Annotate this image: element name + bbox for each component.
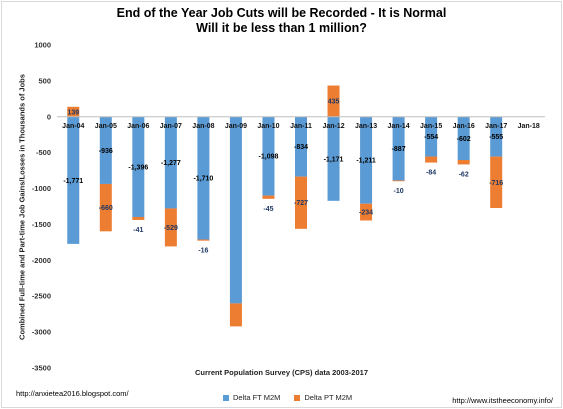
data-label-ft: -1,211 xyxy=(356,158,376,165)
legend-item-pt: Delta PT M2M xyxy=(294,393,352,402)
data-label-ft: -1,771 xyxy=(63,178,83,185)
data-label-pt: -62 xyxy=(459,171,469,178)
bar-ft xyxy=(392,116,405,181)
bar-ft xyxy=(490,116,503,157)
legend-swatch-pt xyxy=(294,394,301,401)
bar-pt xyxy=(164,208,177,247)
x-tick-label: Jan-16 xyxy=(453,123,475,130)
bar-pt xyxy=(132,216,145,220)
x-tick-label: Jan-08 xyxy=(192,123,214,130)
x-tick-label: Jan-17 xyxy=(485,123,507,130)
bar-pt xyxy=(327,85,340,117)
bar-pt xyxy=(67,106,80,117)
x-tick-label: Jan-09 xyxy=(225,123,247,130)
x-tick-label: Jan-10 xyxy=(257,123,279,130)
data-label-ft: -1,396 xyxy=(128,164,148,171)
bar-ft xyxy=(229,116,242,304)
bar-ft xyxy=(99,116,112,184)
data-label-pt: -10 xyxy=(394,188,404,195)
y-tick-label: -500 xyxy=(36,148,51,157)
x-tick-label: Jan-12 xyxy=(322,123,344,130)
bar-pt xyxy=(457,159,470,165)
bar-pt xyxy=(197,239,210,241)
legend-item-ft: Delta FT M2M xyxy=(223,393,280,402)
y-tick-label: 1000 xyxy=(34,41,51,50)
x-tick-label: Jan-11 xyxy=(290,123,312,130)
y-tick-label: -3000 xyxy=(32,328,51,337)
data-label-ft: -834 xyxy=(294,144,308,151)
bar-pt xyxy=(425,156,438,163)
bar-ft xyxy=(164,116,177,209)
y-axis-title: Combined Full-time and Part-time Job Gai… xyxy=(17,74,27,340)
x-tick-label: Jan-07 xyxy=(160,123,182,130)
legend: Delta FT M2M Delta PT M2M xyxy=(223,393,352,402)
x-tick-label: Jan-15 xyxy=(420,123,442,130)
data-label-pt: -41 xyxy=(133,227,143,234)
data-label-pt: -716 xyxy=(489,180,503,187)
bar-ft xyxy=(295,116,307,177)
data-label-pt: -234 xyxy=(359,210,373,217)
bar-ft xyxy=(360,116,373,204)
y-tick-label: 500 xyxy=(38,76,51,85)
data-label-pt: -727 xyxy=(294,200,308,207)
bar-ft xyxy=(425,116,438,157)
x-tick-label: Jan-06 xyxy=(127,123,149,130)
legend-swatch-ft xyxy=(223,394,229,401)
bar-pt xyxy=(262,195,275,199)
source-link-left[interactable]: http://anxietea2016.blogspot.com/ xyxy=(16,389,129,398)
chart-title: End of the Year Job Cuts will be Recorde… xyxy=(116,6,447,20)
chart-subtitle: Will it be less than 1 million? xyxy=(196,21,367,35)
source-link-right[interactable]: http://www.itstheeconomy.info/ xyxy=(452,396,553,405)
data-label-ft: -554 xyxy=(424,134,438,141)
data-label-ft: -602 xyxy=(457,136,471,143)
data-label-ft: -1,277 xyxy=(161,160,181,167)
legend-label-pt: Delta PT M2M xyxy=(304,393,353,402)
data-label-pt: -529 xyxy=(164,225,178,232)
data-label-ft: -555 xyxy=(489,134,503,141)
bar-ft xyxy=(67,116,80,244)
bar-ft xyxy=(132,116,145,217)
data-label-pt: -660 xyxy=(99,205,113,212)
y-tick-label: -1500 xyxy=(32,220,51,229)
x-tick-label: Jan-14 xyxy=(388,123,410,130)
data-label-ft: -1,171 xyxy=(324,156,344,163)
bar-pt xyxy=(295,176,307,229)
x-tick-label: Jan-04 xyxy=(62,123,84,130)
bar-pt xyxy=(490,156,503,209)
data-label-ft: -1,710 xyxy=(193,176,213,183)
x-tick-label: Jan-13 xyxy=(355,123,377,130)
bar-ft xyxy=(262,116,275,196)
data-label-ft: -887 xyxy=(392,146,406,153)
y-tick-label: -2500 xyxy=(32,292,51,301)
data-label-pt: 435 xyxy=(328,99,340,106)
data-label-pt: -16 xyxy=(198,248,208,255)
legend-label-ft: Delta FT M2M xyxy=(233,393,281,402)
bar-pt xyxy=(360,203,373,221)
bar-ft xyxy=(327,116,340,201)
data-label-pt: 139 xyxy=(67,109,79,116)
data-label-pt: -45 xyxy=(263,206,273,213)
bar-pt xyxy=(99,183,112,232)
bar-pt xyxy=(392,180,405,182)
data-label-pt: -84 xyxy=(426,170,436,177)
data-label-ft: -1,098 xyxy=(259,154,279,161)
x-tick-label: Jan-05 xyxy=(95,123,117,130)
x-axis-title: Current Population Survey (CPS) data 200… xyxy=(195,368,368,377)
y-tick-label: -1000 xyxy=(32,184,51,193)
y-tick-label: 0 xyxy=(47,112,51,121)
y-tick-label: -3500 xyxy=(32,364,51,373)
bar-ft xyxy=(457,116,470,160)
x-tick-label: Jan-18 xyxy=(518,123,540,130)
y-tick-label: -2000 xyxy=(32,256,51,265)
bar-ft xyxy=(197,116,210,240)
bar-pt xyxy=(229,303,242,327)
data-label-ft: -936 xyxy=(99,148,113,155)
